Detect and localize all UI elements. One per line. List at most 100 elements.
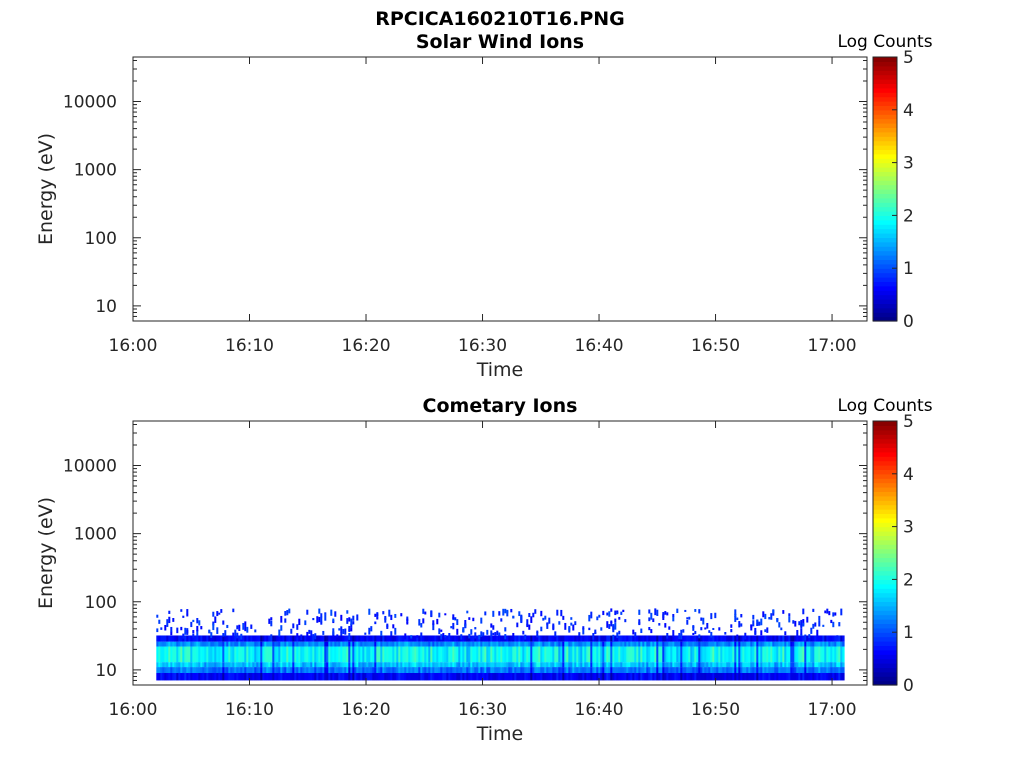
heatmap-cell [778,673,781,681]
heatmap-cell [574,621,577,626]
heatmap-cell [160,646,163,663]
heatmap-cell [628,635,631,642]
heatmap-cell [582,628,585,635]
heatmap-cell [450,662,453,668]
heatmap-cell [804,634,807,641]
heatmap-cell [654,667,657,674]
heatmap-cell [476,641,479,647]
heatmap-cell [380,673,383,681]
heatmap-cell [172,617,175,622]
heatmap-cell [514,646,517,663]
heatmap-cell [250,662,253,668]
heatmap-cell [676,673,679,681]
heatmap-cell [190,621,193,628]
heatmap-cell [444,662,447,668]
heatmap-cell [702,662,705,668]
heatmap-cell [778,635,781,642]
heatmap-cell [214,641,217,647]
heatmap-cell [464,646,467,663]
heatmap-cell [714,641,717,647]
heatmap-cell [666,646,669,663]
heatmap-cell [480,646,483,663]
heatmap-cell [226,641,229,647]
heatmap-cell [736,641,739,647]
heatmap-cell [774,635,777,642]
heatmap-cell [422,646,425,663]
heatmap-cell [578,662,581,668]
heatmap-cell [332,628,335,636]
heatmap-cell [310,662,313,668]
heatmap-cell [810,673,813,681]
heatmap-cell [466,673,469,681]
heatmap-cell [708,673,711,681]
heatmap-cell [794,646,797,663]
heatmap-cell [582,662,585,668]
heatmap-cell [520,646,523,663]
heatmap-cell [416,641,419,647]
heatmap-cell [780,673,783,681]
heatmap-cell [188,635,191,642]
colorbar-swatch [873,224,897,230]
heatmap-cell [652,618,655,623]
heatmap-cell [658,662,661,668]
plot-frame [132,56,868,322]
heatmap-cell [832,646,835,663]
heatmap-cell [328,635,331,642]
heatmap-cell [752,641,755,647]
colorbar-tick-label: 5 [903,48,914,68]
colorbar-swatch [873,553,897,558]
heatmap-cell [458,646,461,663]
heatmap-cell [410,667,413,674]
panel-title: Solar Wind Ions [416,31,584,53]
heatmap-cell [796,673,799,681]
heatmap-cell [806,673,809,681]
heatmap-cell [600,646,603,663]
heatmap-cell [470,662,473,668]
heatmap-cell [414,646,417,663]
heatmap-cell [734,615,737,622]
heatmap-cell [458,641,461,647]
heatmap-cell [162,662,165,668]
heatmap-cell [626,635,629,642]
heatmap-cell [752,667,755,674]
heatmap-cell [610,673,613,681]
heatmap-cell [288,662,291,668]
heatmap-cell [608,662,611,668]
heatmap-cell [340,667,343,674]
heatmap-cell [566,646,569,663]
heatmap-cell [838,667,841,674]
heatmap-cell [280,662,283,668]
heatmap-cell [470,673,473,681]
heatmap-cell [486,646,489,663]
heatmap-cell [678,646,681,663]
heatmap-cell [364,646,367,663]
heatmap-cell [500,641,503,647]
heatmap-cell [382,662,385,668]
heatmap-cell [694,667,697,674]
heatmap-cell [712,635,715,642]
heatmap-cell [706,673,709,681]
heatmap-cell [260,641,263,647]
heatmap-cell [174,646,177,663]
heatmap-cell [720,635,723,642]
heatmap-cell [418,641,421,647]
colorbar-swatch [873,495,897,501]
heatmap-cell [258,667,261,674]
heatmap-cell [742,641,745,647]
heatmap-cell [432,662,435,668]
colorbar-swatch [873,312,897,318]
heatmap-cell [270,662,273,668]
heatmap-cell [248,673,251,681]
heatmap-cell [504,673,507,681]
heatmap-cell [742,635,745,642]
heatmap-cell [484,646,487,663]
heatmap-cell [772,667,775,674]
heatmap-cell [346,662,349,668]
heatmap-cell [682,662,685,668]
heatmap-cell [424,673,427,681]
heatmap-cell [224,673,227,681]
heatmap-cell [586,635,589,642]
heatmap-cell [566,667,569,674]
heatmap-cell [320,613,323,618]
heatmap-cell [630,662,633,668]
